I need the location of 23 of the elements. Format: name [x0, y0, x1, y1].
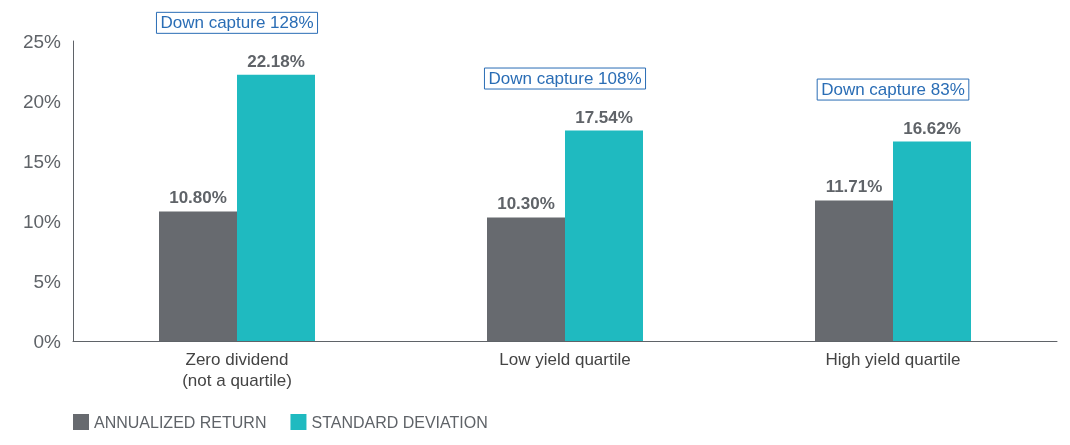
data-label: 17.54%: [575, 107, 633, 127]
x-tick-label: High yield quartile: [825, 350, 961, 369]
legend-label: STANDARD DEVIATION: [311, 413, 488, 431]
y-tick-label: 10%: [22, 210, 62, 232]
y-tick-label: 20%: [22, 90, 62, 112]
bar: [237, 74, 315, 341]
y-tick-label: 0%: [33, 330, 62, 352]
bar: [565, 130, 643, 341]
data-label: 22.18%: [247, 51, 305, 71]
x-tick-label: Low yield quartile: [499, 350, 631, 369]
data-label: 10.30%: [497, 194, 555, 214]
y-tick-label: 5%: [33, 270, 62, 292]
bar: [893, 141, 971, 341]
legend-label: ANNUALIZED RETURN: [94, 413, 267, 431]
y-tick-label: 15%: [22, 150, 62, 172]
data-label: 11.71%: [825, 177, 883, 197]
annotation: Down capture 83%: [821, 80, 965, 100]
annotation: Down capture 108%: [488, 69, 642, 89]
x-tick-label: Zero dividend (not a quartile): [182, 350, 292, 390]
y-tick-label: 25%: [22, 30, 62, 52]
text: Down capture 128%: [160, 13, 314, 33]
data-label: 16.62%: [903, 118, 961, 138]
data-label: 10.80%: [169, 188, 227, 208]
